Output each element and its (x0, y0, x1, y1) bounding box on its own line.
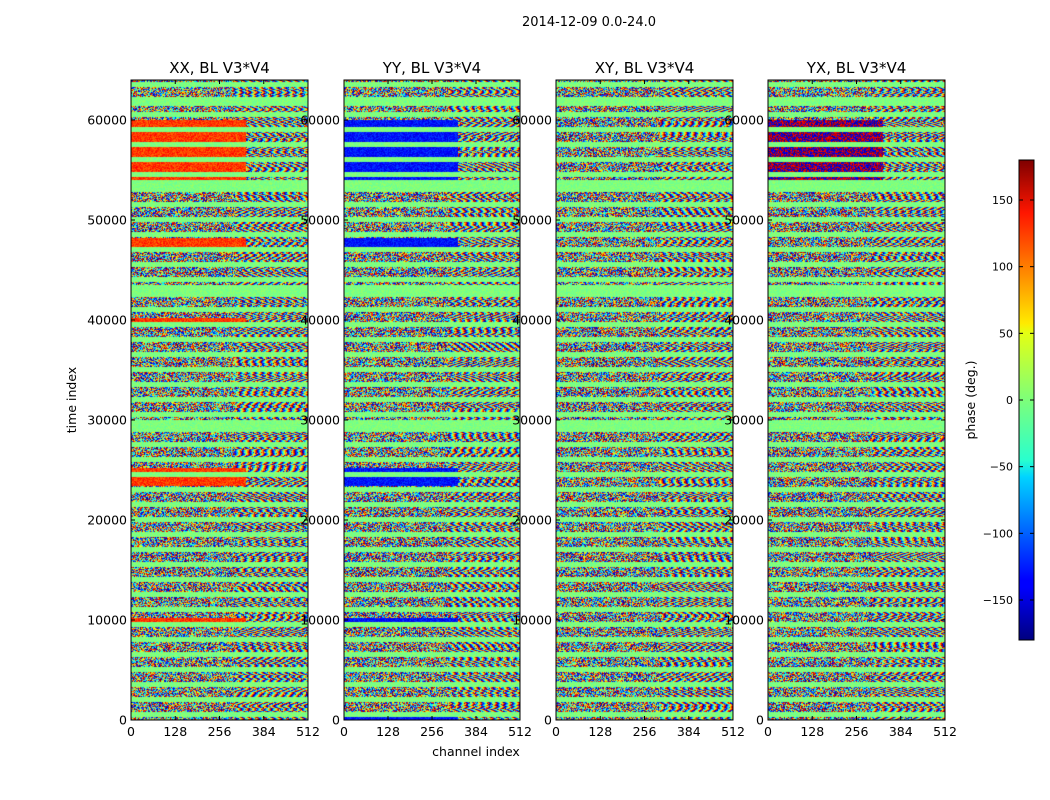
x-tick-label: 256 (633, 724, 657, 739)
y-tick-label: 60000 (724, 113, 764, 128)
y-tick-label: 60000 (300, 113, 340, 128)
x-tick-label: 128 (800, 724, 824, 739)
colorbar-tick-label: −150 (983, 594, 1013, 607)
colorbar-ticks: 150 100 50 0 −50 −100 −150 (983, 194, 1034, 607)
panel-xy-heatmap (556, 80, 733, 720)
colorbar-tick-label: −50 (990, 461, 1013, 474)
y-tick-label: 20000 (300, 513, 340, 528)
x-tick-label: 512 (933, 724, 957, 739)
x-tick-label: 0 (552, 724, 560, 739)
y-tick-label: 60000 (87, 113, 127, 128)
panel-yy-title: YY, BL V3*V4 (382, 59, 481, 77)
y-tick-label: 50000 (512, 213, 552, 228)
y-tick-label: 10000 (300, 613, 340, 628)
y-tick-label: 0 (756, 713, 764, 728)
x-tick-label: 128 (376, 724, 400, 739)
panel-xx-title: XX, BL V3*V4 (169, 59, 270, 77)
x-tick-label: 0 (764, 724, 772, 739)
y-tick-label: 10000 (512, 613, 552, 628)
y-tick-label: 60000 (512, 113, 552, 128)
x-tick-label: 256 (845, 724, 869, 739)
panel-yy-yticks: 0 10000 20000 30000 40000 50000 60000 (300, 113, 520, 728)
panel-xx-xticks: 0 128 256 384 512 (127, 80, 320, 739)
panel-xy-title: XY, BL V3*V4 (595, 59, 695, 77)
y-tick-label: 10000 (87, 613, 127, 628)
x-tick-label: 128 (163, 724, 187, 739)
panel-yx-heatmap (768, 80, 945, 720)
panel-xy: XY, BL V3*V4 0 128 256 384 512 0 10000 20000 30… (512, 59, 745, 739)
y-tick-label: 20000 (724, 513, 764, 528)
x-tick-label: 512 (721, 724, 745, 739)
panel-yy-heatmap (344, 80, 520, 720)
x-tick-label: 384 (464, 724, 488, 739)
panel-xy-yticks: 0 10000 20000 30000 40000 50000 60000 (512, 113, 733, 728)
y-tick-label: 20000 (87, 513, 127, 528)
panel-xy-xticks: 0 128 256 384 512 (552, 80, 745, 739)
colorbar-tick-label: 50 (999, 327, 1013, 340)
x-tick-label: 256 (420, 724, 444, 739)
colorbar-tick-label: 150 (992, 194, 1013, 207)
colorbar: 150 100 50 0 −50 −100 −150 phase (deg.) (963, 159, 1035, 641)
panel-xx: XX, BL V3*V4 0 128 256 384 512 0 10000 20000 30… (87, 59, 320, 739)
x-axis-label: channel index (432, 744, 520, 759)
y-tick-label: 10000 (724, 613, 764, 628)
colorbar-tick-label: −100 (983, 527, 1013, 540)
colorbar-label: phase (deg.) (963, 361, 978, 440)
y-tick-label: 50000 (87, 213, 127, 228)
colorbar-tick-label: 100 (992, 261, 1013, 274)
figure-suptitle: 2014-12-09 0.0-24.0 (522, 15, 656, 30)
panel-xx-heatmap (131, 80, 308, 720)
x-tick-label: 256 (208, 724, 232, 739)
panel-yx-title: YX, BL V3*V4 (806, 59, 907, 77)
y-tick-label: 30000 (512, 413, 552, 428)
x-tick-label: 512 (296, 724, 320, 739)
y-tick-label: 40000 (724, 313, 764, 328)
y-tick-label: 40000 (87, 313, 127, 328)
y-tick-label: 0 (332, 713, 340, 728)
panel-yx: YX, BL V3*V4 0 128 256 384 512 0 10000 20000 30… (724, 59, 957, 739)
x-tick-label: 0 (127, 724, 135, 739)
colorbar-tick-label: 0 (1006, 394, 1013, 407)
panel-yy-xticks: 0 128 256 384 512 (340, 80, 532, 739)
x-tick-label: 0 (340, 724, 348, 739)
x-tick-label: 128 (588, 724, 612, 739)
panel-yx-xticks: 0 128 256 384 512 (764, 80, 957, 739)
x-tick-label: 384 (677, 724, 701, 739)
y-tick-label: 0 (119, 713, 127, 728)
y-tick-label: 40000 (512, 313, 552, 328)
y-tick-label: 50000 (300, 213, 340, 228)
y-tick-label: 30000 (300, 413, 340, 428)
x-tick-label: 512 (508, 724, 532, 739)
x-tick-label: 384 (252, 724, 276, 739)
y-tick-label: 50000 (724, 213, 764, 228)
panel-yy: YY, BL V3*V4 0 128 256 384 512 0 10000 20000 30… (300, 59, 532, 739)
y-tick-label: 20000 (512, 513, 552, 528)
y-axis-label: time index (64, 367, 79, 433)
y-tick-label: 40000 (300, 313, 340, 328)
x-tick-label: 384 (889, 724, 913, 739)
y-tick-label: 0 (544, 713, 552, 728)
panel-xx-yticks: 0 10000 20000 30000 40000 50000 60000 (87, 113, 308, 728)
y-tick-label: 30000 (724, 413, 764, 428)
y-tick-label: 30000 (87, 413, 127, 428)
panel-yx-yticks: 0 10000 20000 30000 40000 50000 60000 (724, 113, 945, 728)
